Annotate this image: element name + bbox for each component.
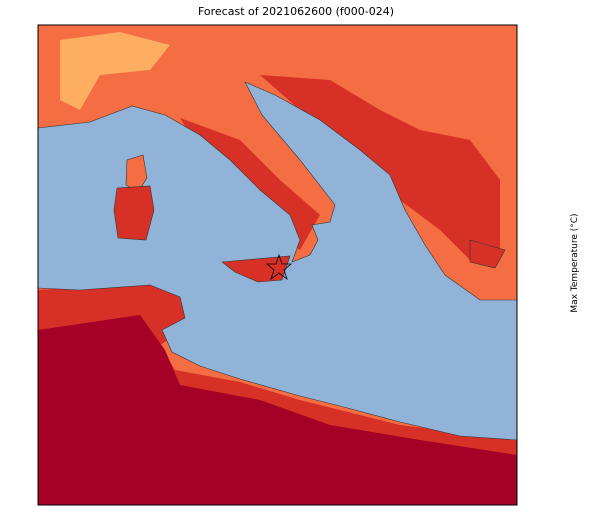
map-frame (37, 24, 518, 506)
corsica (125, 154, 148, 193)
sardinia (113, 185, 155, 241)
map (38, 25, 517, 505)
title: Forecast of 2021062600 (f000-024) (198, 5, 394, 18)
colorbar-label: Max Temperature (°C) (570, 213, 580, 312)
attica (469, 239, 506, 269)
land-very-hot (38, 315, 517, 505)
land-warm (60, 32, 170, 110)
star-marker (265, 253, 293, 281)
